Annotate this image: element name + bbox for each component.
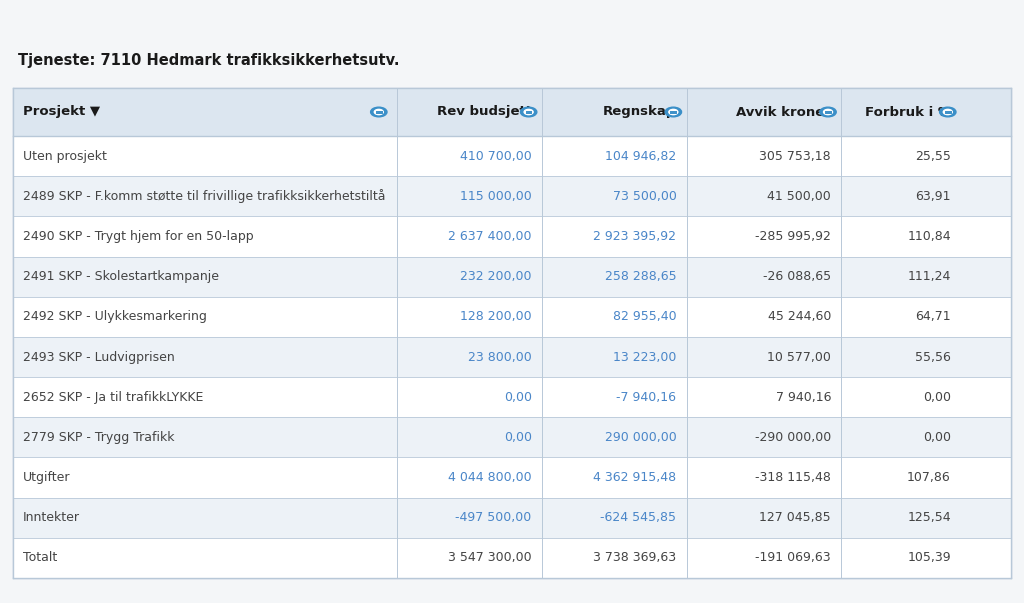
Bar [13,417,1011,458]
Text: 127 045,85: 127 045,85 [760,511,831,524]
Text: 2492 SKP - Ulykkesmarkering: 2492 SKP - Ulykkesmarkering [24,311,207,323]
Bar [13,458,1011,497]
Text: 115 000,00: 115 000,00 [460,190,531,203]
Text: Tjeneste: 7110 Hedmark trafikksikkerhetsutv.: Tjeneste: 7110 Hedmark trafikksikkerhets… [18,53,399,68]
Text: Regnskap: Regnskap [603,106,677,119]
Text: 82 955,40: 82 955,40 [612,311,677,323]
Text: 2 637 400,00: 2 637 400,00 [449,230,531,243]
Bar [13,256,1011,297]
Text: 13 223,00: 13 223,00 [613,350,677,364]
Text: 4 362 915,48: 4 362 915,48 [593,471,677,484]
Text: Forbruk i %: Forbruk i % [865,106,951,119]
Text: 23 800,00: 23 800,00 [468,350,531,364]
Text: 2489 SKP - F.komm støtte til frivillige trafikksikkerhetstiltå: 2489 SKP - F.komm støtte til frivillige … [24,189,386,203]
Text: 45 244,60: 45 244,60 [768,311,831,323]
Bar [0,0,1024,85]
Circle shape [943,109,952,115]
Bar [13,176,1011,216]
Bar [13,538,1011,578]
Circle shape [823,109,833,115]
Text: Utgifter: Utgifter [24,471,71,484]
Text: 25,55: 25,55 [915,150,951,163]
Text: 2493 SKP - Ludvigprisen: 2493 SKP - Ludvigprisen [24,350,175,364]
Circle shape [820,107,837,117]
Text: 3 738 369,63: 3 738 369,63 [593,551,677,564]
Text: 105,39: 105,39 [907,551,951,564]
Text: 410 700,00: 410 700,00 [460,150,531,163]
Text: 55,56: 55,56 [915,350,951,364]
Bar [13,88,1011,136]
Circle shape [940,107,956,117]
Text: 41 500,00: 41 500,00 [767,190,831,203]
Text: -290 000,00: -290 000,00 [755,431,831,444]
Bar [13,337,1011,377]
Text: Avvik kroner: Avvik kroner [736,106,831,119]
Text: 0,00: 0,00 [923,391,951,403]
Text: -26 088,65: -26 088,65 [763,270,831,283]
Text: Uten prosjekt: Uten prosjekt [24,150,108,163]
Text: 10 577,00: 10 577,00 [767,350,831,364]
Circle shape [371,107,387,117]
Text: 0,00: 0,00 [923,431,951,444]
Bar [13,297,1011,337]
Circle shape [666,107,682,117]
Text: 63,91: 63,91 [915,190,951,203]
Text: Inntekter: Inntekter [24,511,80,524]
Text: 2 923 395,92: 2 923 395,92 [594,230,677,243]
Text: -624 545,85: -624 545,85 [600,511,677,524]
Text: -497 500,00: -497 500,00 [456,511,531,524]
Text: 0,00: 0,00 [504,391,531,403]
Text: 125,54: 125,54 [907,511,951,524]
Text: 2491 SKP - Skolestartkampanje: 2491 SKP - Skolestartkampanje [24,270,219,283]
Bar [13,377,1011,417]
Text: 232 200,00: 232 200,00 [460,270,531,283]
Text: Totalt: Totalt [24,551,57,564]
Text: Rev budsjett: Rev budsjett [436,106,531,119]
Text: 290 000,00: 290 000,00 [604,431,677,444]
Text: 7 940,16: 7 940,16 [775,391,831,403]
Bar [13,497,1011,538]
Text: -191 069,63: -191 069,63 [756,551,831,564]
Text: 0,00: 0,00 [504,431,531,444]
Bar [13,136,1011,176]
Text: 73 500,00: 73 500,00 [612,190,677,203]
Text: 2652 SKP - Ja til trafikkLYKKE: 2652 SKP - Ja til trafikkLYKKE [24,391,204,403]
Text: 107,86: 107,86 [907,471,951,484]
Bar [13,216,1011,256]
Circle shape [520,107,537,117]
Text: -285 995,92: -285 995,92 [756,230,831,243]
Text: 128 200,00: 128 200,00 [460,311,531,323]
Text: 64,71: 64,71 [915,311,951,323]
Circle shape [375,109,383,115]
Text: -7 940,16: -7 940,16 [616,391,677,403]
Text: 111,24: 111,24 [907,270,951,283]
Text: -318 115,48: -318 115,48 [756,471,831,484]
Bar [13,88,1011,578]
Circle shape [524,109,534,115]
Text: 258 288,65: 258 288,65 [605,270,677,283]
Text: 4 044 800,00: 4 044 800,00 [449,471,531,484]
Text: 104 946,82: 104 946,82 [605,150,677,163]
Text: 110,84: 110,84 [907,230,951,243]
Text: 2779 SKP - Trygg Trafikk: 2779 SKP - Trygg Trafikk [24,431,175,444]
Text: Prosjekt ▼: Prosjekt ▼ [24,106,100,119]
Circle shape [669,109,678,115]
Text: 2490 SKP - Trygt hjem for en 50-lapp: 2490 SKP - Trygt hjem for en 50-lapp [24,230,254,243]
Text: 305 753,18: 305 753,18 [760,150,831,163]
Text: 3 547 300,00: 3 547 300,00 [449,551,531,564]
